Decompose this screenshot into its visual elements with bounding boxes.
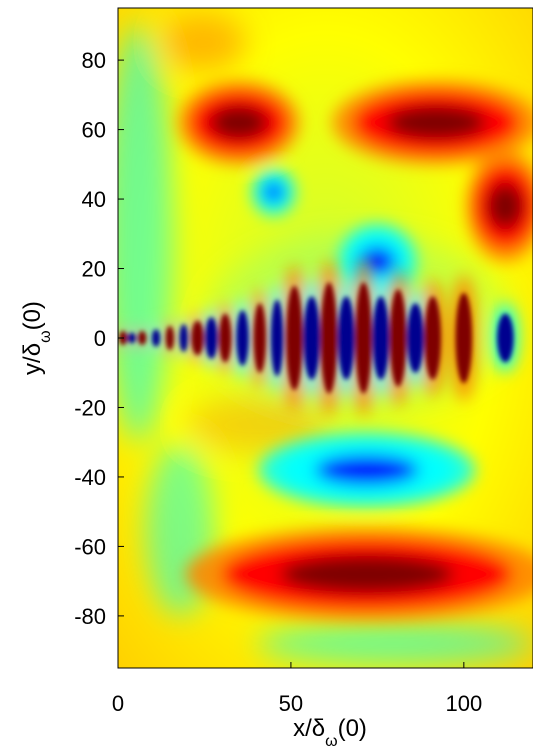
y-tick-label-2: 40 — [82, 187, 106, 212]
feature-core-3 — [263, 182, 284, 202]
jet-structure-15 — [337, 296, 355, 380]
jet-structure-1 — [127, 332, 136, 344]
jet-structure-3 — [151, 329, 161, 347]
jet-structure-16 — [355, 282, 372, 394]
y-tick-label-8: -80 — [74, 604, 106, 629]
jet-structure-18 — [389, 289, 407, 387]
feature-layer — [178, 80, 533, 622]
feature-core-1 — [386, 105, 486, 140]
y-axis-label-sub: ω — [37, 330, 54, 343]
y-axis-label: y/δω(0) — [19, 301, 54, 375]
jet-structure-7 — [205, 317, 218, 359]
jet-core-layer — [119, 282, 514, 394]
y-tick-label-1: 60 — [82, 118, 106, 143]
jet-structure-22 — [497, 313, 514, 363]
y-axis-label-main: y/δ — [19, 343, 46, 375]
jet-structure-8 — [218, 313, 232, 363]
jet-structure-5 — [179, 324, 188, 352]
y-tick-label-5: -20 — [74, 395, 106, 420]
jet-structure-11 — [270, 299, 284, 377]
x-tick-label-1: 50 — [279, 691, 303, 716]
x-axis-ticks: 0 50 100 — [112, 662, 482, 716]
plot-area — [118, 8, 533, 668]
x-tick-label-0: 0 — [112, 691, 124, 716]
jet-structure-17 — [372, 296, 390, 380]
jet-structure-4 — [165, 325, 175, 351]
y-tick-label-6: -40 — [74, 465, 106, 490]
feature-core-6 — [279, 555, 455, 594]
jet-structure-9 — [236, 310, 249, 366]
jet-structure-10 — [253, 303, 267, 373]
y-tick-label-4: 0 — [94, 326, 106, 351]
jet-structure-20 — [424, 296, 442, 380]
y-tick-label-3: 20 — [82, 257, 106, 282]
jet-structure-21 — [455, 292, 473, 384]
jet-structure-14 — [320, 282, 338, 394]
jet-structure-6 — [191, 320, 204, 356]
x-axis-label-sub: ω — [325, 733, 338, 749]
y-tick-label-7: -60 — [74, 534, 106, 559]
wash-left-cyan — [118, 25, 174, 443]
jet-structure-2 — [138, 331, 147, 345]
feature-core-0 — [209, 105, 269, 140]
wash-bottom-cyan — [256, 622, 533, 665]
x-axis-label-main: x/δ — [293, 715, 325, 742]
jet-structure-12 — [286, 285, 303, 391]
x-axis-label: x/δω(0) — [293, 715, 367, 749]
y-tick-label-0: 80 — [82, 48, 106, 73]
jet-structure-13 — [303, 296, 320, 380]
y-axis-ticks: 80 60 40 20 0 -20 -40 -60 -80 — [74, 48, 124, 629]
x-tick-label-2: 100 — [445, 691, 482, 716]
feature-core-2 — [486, 183, 525, 229]
wash-mid-orange — [187, 397, 326, 453]
x-axis-label-suffix: (0) — [338, 715, 367, 742]
jet-structure-19 — [407, 303, 424, 373]
y-axis-label-suffix: (0) — [19, 301, 46, 330]
wash-top-orange — [162, 14, 246, 71]
feature-core-5 — [315, 454, 419, 486]
